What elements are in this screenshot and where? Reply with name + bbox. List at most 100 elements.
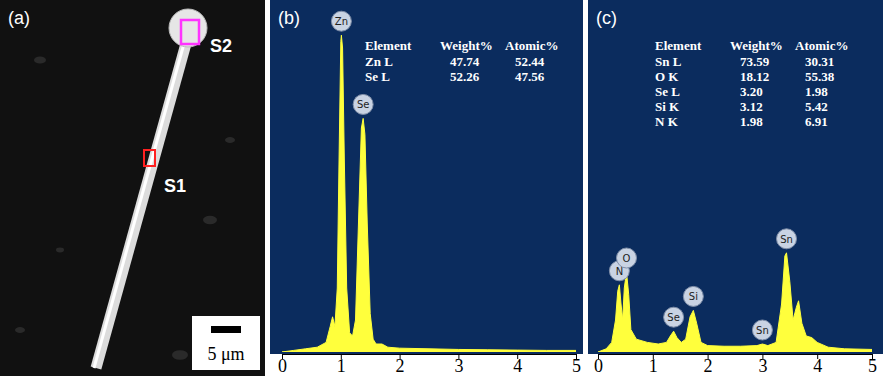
table-cell: Se L (655, 84, 680, 99)
spectrum-area (282, 35, 576, 352)
table-header: Atomic% (795, 38, 848, 53)
tick-label: 4 (513, 356, 522, 376)
table-cell: O K (655, 69, 679, 84)
tick: 1 (649, 354, 658, 376)
nanowire-rod (96, 40, 187, 368)
tick: 1 (337, 354, 346, 376)
sem-speck (203, 216, 217, 224)
table-cell: 18.12 (740, 69, 769, 84)
table-header: Element (365, 38, 412, 53)
tick-label: 3 (454, 356, 463, 376)
panel-label: (c) (596, 8, 617, 28)
tick: 4 (813, 354, 822, 376)
peak-text: Se (357, 99, 370, 110)
x-axis: 0 1 2 3 4 5 (594, 354, 877, 376)
peak-label: Se (353, 94, 373, 114)
table-cell: 55.38 (805, 69, 835, 84)
nanowire-highlight (94, 40, 185, 368)
table-header: Atomic% (505, 38, 558, 53)
table-cell: 6.91 (805, 114, 828, 129)
scale-bar-label: 5 μm (207, 344, 244, 364)
axis-line (283, 355, 577, 360)
tick: 5 (572, 354, 581, 376)
tick: 4 (513, 354, 522, 376)
spectrum-panel: 012345(c)NOSeSiSnSnElementWeight%Atomic%… (588, 0, 883, 376)
region-label: S2 (210, 36, 232, 56)
tick-label: 2 (704, 356, 713, 376)
scale-bar-box (192, 316, 260, 370)
peak-marker (777, 229, 797, 249)
table-cell: 47.74 (450, 54, 480, 69)
table-cell: Zn L (365, 54, 393, 69)
table-cell: N K (655, 114, 679, 129)
tick: 0 (278, 354, 287, 376)
marks (282, 35, 576, 352)
sem-speck (15, 327, 25, 333)
tick-label: 1 (649, 356, 658, 376)
table-cell: 1.98 (805, 84, 828, 99)
table-cell: 52.44 (515, 54, 545, 69)
table-cell: 3.20 (740, 84, 763, 99)
tick: 3 (454, 354, 463, 376)
peak-label: Zn (331, 11, 351, 31)
tick-label: 0 (278, 356, 287, 376)
peak-label: Si (683, 286, 703, 306)
table-cell: 52.26 (450, 69, 480, 84)
tick-label: 3 (758, 356, 767, 376)
peak-text: Zn (335, 16, 348, 27)
region-label: S1 (164, 176, 186, 196)
peak-marker (664, 307, 684, 327)
table-cell: 5.42 (805, 99, 828, 114)
table-cell: 1.98 (740, 114, 763, 129)
tick-label: 0 (594, 356, 603, 376)
axis-line (599, 355, 873, 360)
panel-label: (b) (278, 8, 300, 28)
peak-text: O (623, 253, 631, 264)
sem-speck (225, 137, 235, 143)
panel-background (588, 0, 883, 354)
table-cell: Se L (365, 69, 390, 84)
scale-bar (211, 326, 241, 333)
tick: 5 (868, 354, 877, 376)
tick: 0 (594, 354, 603, 376)
table-cell: 30.31 (805, 54, 834, 69)
peak-label: Sn (752, 320, 772, 340)
peak-marker (331, 11, 351, 31)
tick: 2 (396, 354, 405, 376)
peak-text: Se (667, 312, 680, 323)
peak-marker (752, 320, 772, 340)
tick-label: 1 (337, 356, 346, 376)
region-s2 (181, 20, 199, 44)
table-header: Element (655, 38, 702, 53)
spectrum-panel: 0 1 2 3 4 5 (b) Zn Se Element Weight% Atomic% Zn L 47… (270, 0, 583, 376)
tick-label: 2 (396, 356, 405, 376)
x-axis: 0 1 2 3 4 5 (278, 354, 581, 376)
peak-text: Si (689, 291, 698, 302)
tick-label: 4 (813, 356, 822, 376)
peak-text: Sn (780, 234, 793, 245)
peak-marker (616, 248, 636, 268)
panel-a: (a) S1 S2 5 μm (0, 0, 265, 376)
element-table: Element Weight% Atomic% Sn L 73.59 30.31 O K 18… (655, 38, 848, 129)
table-cell: Sn L (655, 54, 682, 69)
marks (598, 253, 872, 352)
table-cell: Si K (655, 99, 680, 114)
table-cell: 47.56 (515, 69, 545, 84)
table-header: Weight% (440, 38, 493, 53)
peak-marker (683, 286, 703, 306)
sem-background (0, 0, 265, 376)
table-header: Weight% (730, 38, 783, 53)
catalyst-head (169, 9, 207, 47)
peak-label: Se (664, 307, 684, 327)
panel-background (270, 0, 583, 354)
peak-label: Sn (777, 229, 797, 249)
tick: 3 (758, 354, 767, 376)
peak-text: Sn (756, 325, 769, 336)
sem-speck (56, 248, 64, 253)
panel-label: (a) (8, 8, 30, 28)
table-cell: 73.59 (740, 54, 770, 69)
sem-speck (34, 56, 46, 63)
tick: 2 (704, 354, 713, 376)
peak-marker (353, 94, 373, 114)
tick-label: 5 (572, 356, 581, 376)
